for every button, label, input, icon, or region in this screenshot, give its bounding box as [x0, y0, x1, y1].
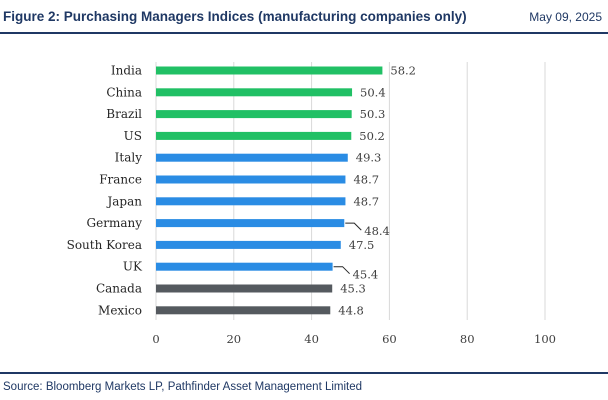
value-label: 49.3 — [356, 151, 382, 165]
bar-canada — [156, 284, 333, 293]
bar-brazil — [156, 110, 352, 119]
value-labels: 58.2 50.4 50.3 50.2 49.3 48.7 48.7 48.447.5 45.4… — [333, 64, 416, 317]
x-tick-label: 0 — [152, 332, 159, 346]
x-tick-label: 60 — [382, 332, 397, 346]
x-tick-label: 100 — [534, 332, 556, 346]
figure-header: Figure 2: Purchasing Managers Indices (m… — [0, 0, 608, 34]
value-label: 50.2 — [359, 129, 385, 143]
figure-title: Figure 2: Purchasing Managers Indices (m… — [3, 9, 467, 24]
x-tick-label: 80 — [460, 332, 475, 346]
value-label: 44.8 — [338, 303, 364, 317]
value-label: 45.4 — [353, 268, 379, 282]
bar-italy — [156, 153, 348, 162]
grid-lines — [155, 62, 546, 320]
category-label: US — [124, 129, 142, 143]
value-label: 47.5 — [349, 238, 375, 252]
value-label: 48.7 — [353, 173, 379, 187]
category-label: Mexico — [98, 303, 142, 317]
chart-area: India China Brazil US Italy France Japan German… — [0, 34, 608, 364]
bar-mexico — [156, 306, 331, 315]
figure-footer: Source: Bloomberg Markets LP, Pathfinder… — [0, 372, 608, 400]
bar-japan — [156, 197, 346, 206]
bar-us — [156, 131, 352, 140]
x-tick-label: 20 — [226, 332, 241, 346]
pmi-bar-chart: India China Brazil US Italy France Japan German… — [67, 62, 556, 346]
bar-china — [156, 88, 353, 97]
category-label: Canada — [96, 282, 142, 296]
value-label: 48.7 — [353, 194, 379, 208]
x-axis-tick-labels: 0 20 40 60 80 100 — [152, 332, 556, 346]
source-note: Source: Bloomberg Markets LP, Pathfinder… — [3, 381, 363, 393]
leader-line — [333, 266, 350, 275]
value-label: 50.3 — [360, 107, 386, 121]
value-label: 50.4 — [360, 85, 386, 99]
value-label: 48.4 — [364, 224, 390, 238]
bar-germany — [156, 219, 345, 228]
bar-france — [156, 175, 346, 184]
category-labels: India China Brazil US Italy France Japan German… — [67, 64, 143, 318]
category-label: China — [106, 85, 142, 99]
bar-india — [156, 66, 383, 75]
category-label: Italy — [115, 151, 143, 165]
category-label: India — [111, 64, 142, 78]
category-label: South Korea — [67, 238, 142, 252]
category-label: France — [99, 173, 142, 187]
bar-south-korea — [156, 240, 341, 249]
figure-date: May 09, 2025 — [529, 10, 602, 24]
category-label: Germany — [87, 216, 143, 230]
category-label: Japan — [105, 194, 142, 208]
bars — [156, 66, 383, 315]
category-label: UK — [123, 260, 143, 274]
category-label: Brazil — [106, 107, 142, 121]
x-tick-label: 40 — [304, 332, 319, 346]
leader-line — [345, 222, 362, 231]
value-label: 58.2 — [390, 64, 416, 78]
bar-uk — [156, 262, 333, 271]
value-label: 45.3 — [340, 282, 366, 296]
